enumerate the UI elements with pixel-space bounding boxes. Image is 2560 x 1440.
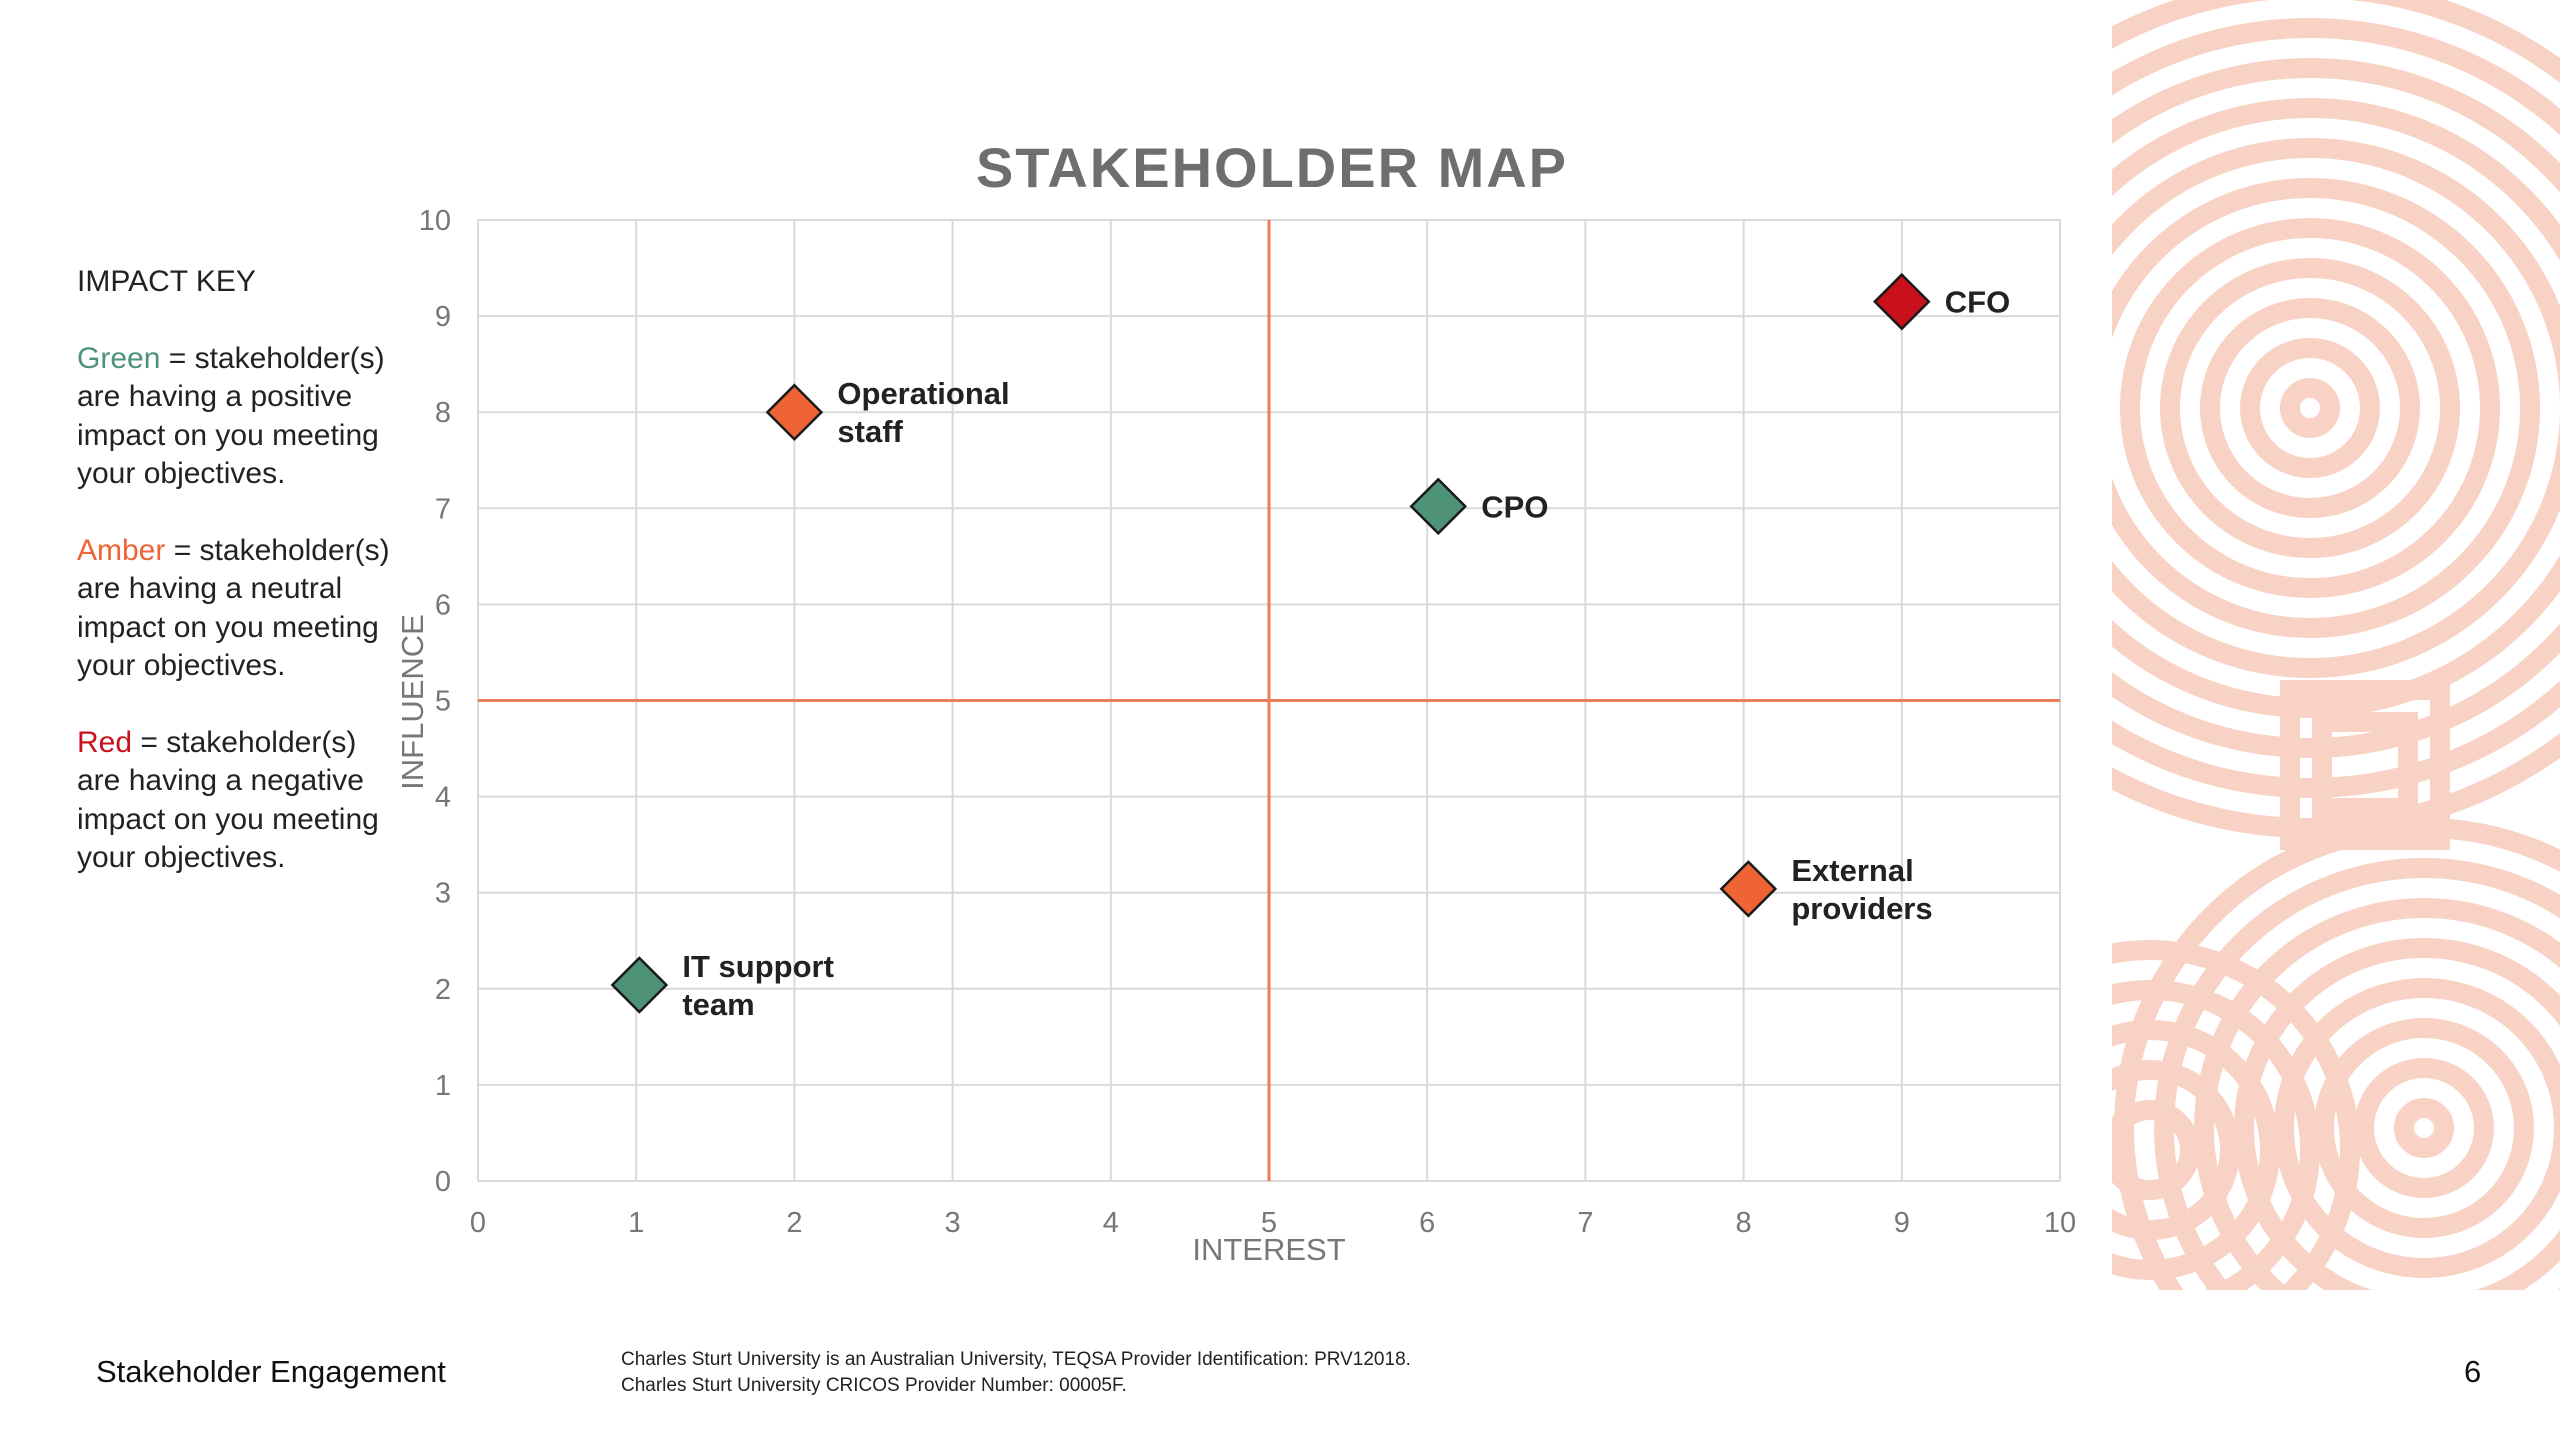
- impact-key-amber: Amber = stakeholder(s) are having a neut…: [77, 532, 407, 686]
- y-axis-label: INFLUENCE: [395, 614, 430, 790]
- x-tick-label: 9: [1894, 1207, 1910, 1239]
- x-tick-label: 10: [2044, 1207, 2076, 1239]
- stakeholder-label-line: providers: [1791, 891, 1932, 926]
- stakeholder-label-line: External: [1791, 853, 1913, 888]
- stakeholder-label-external-providers: External providers: [1791, 853, 1932, 926]
- y-tick-label: 2: [435, 974, 451, 1006]
- stakeholder-marker-external-providers: [1719, 860, 1778, 918]
- x-tick-label: 6: [1419, 1207, 1435, 1239]
- y-tick-label: 7: [435, 493, 451, 525]
- stakeholder-label-line: Operational: [837, 376, 1009, 411]
- stakeholder-marker-it-support-team: [610, 956, 669, 1014]
- y-tick-label: 3: [435, 878, 451, 910]
- impact-key: IMPACT KEY Green = stakeholder(s) are ha…: [77, 263, 407, 916]
- red-description: = stakeholder(s) are having a negative i…: [77, 725, 379, 875]
- x-tick-label: 2: [786, 1207, 802, 1239]
- page-number: 6: [2464, 1354, 2482, 1389]
- chart-title: STAKEHOLDER MAP: [976, 136, 1568, 199]
- stakeholder-label-line: CFO: [1945, 285, 2010, 320]
- amber-description: = stakeholder(s) are having a neutral im…: [77, 533, 390, 683]
- stakeholder-marker-cpo: [1409, 477, 1468, 536]
- footer-title: Stakeholder Engagement: [96, 1354, 446, 1389]
- stakeholder-label-cpo: CPO: [1481, 489, 1548, 524]
- y-tick-label: 8: [435, 397, 451, 429]
- x-tick-label: 1: [628, 1207, 644, 1239]
- green-description: = stakeholder(s) are having a positive i…: [77, 341, 385, 491]
- y-tick-label: 0: [435, 1166, 451, 1198]
- footer-notice-line-1: Charles Sturt University is an Australia…: [621, 1349, 1411, 1370]
- x-tick-label: 5: [1261, 1207, 1277, 1239]
- y-tick-label: 9: [435, 301, 451, 333]
- stakeholder-label-line: CPO: [1481, 489, 1548, 524]
- y-tick-label: 10: [419, 205, 451, 237]
- footer-notice: Charles Sturt University is an Australia…: [621, 1347, 1411, 1399]
- y-tick-label: 1: [435, 1070, 451, 1102]
- axis-tick-labels: 0 1 2 3 4 5 6 7 8 9 10 0 1 2 3 4 5 6 7 8 9 10: [419, 205, 2076, 1239]
- stakeholder-points: Operational staff CFO CPO External providers I…: [610, 272, 2010, 1022]
- x-tick-label: 3: [945, 1207, 961, 1239]
- red-label: Red: [77, 725, 133, 759]
- y-tick-label: 4: [435, 782, 451, 814]
- stakeholder-label-line: staff: [837, 414, 903, 449]
- x-tick-label: 0: [470, 1207, 486, 1239]
- x-tick-label: 4: [1103, 1207, 1119, 1239]
- x-tick-label: 7: [1577, 1207, 1593, 1239]
- stakeholder-label-cfo: CFO: [1945, 285, 2010, 320]
- stakeholder-marker-operational-staff: [765, 383, 824, 441]
- stakeholder-marker-cfo: [1873, 272, 1931, 331]
- quadrant-reference-lines: [478, 220, 2060, 1181]
- stakeholder-label-line: team: [682, 987, 754, 1022]
- x-tick-label: 8: [1736, 1207, 1752, 1239]
- impact-key-red: Red = stakeholder(s) are having a negati…: [77, 724, 407, 878]
- impact-key-green: Green = stakeholder(s) are having a posi…: [77, 340, 407, 494]
- stakeholder-label-operational-staff: Operational staff: [837, 376, 1009, 449]
- impact-key-title: IMPACT KEY: [77, 265, 256, 298]
- amber-label: Amber: [77, 533, 166, 567]
- stakeholder-label-line: IT support: [682, 949, 834, 984]
- stakeholder-label-it-support-team: IT support team: [682, 949, 834, 1022]
- y-tick-label: 6: [435, 589, 451, 621]
- green-label: Green: [77, 341, 161, 375]
- y-tick-label: 5: [435, 686, 451, 718]
- x-axis-label: INTEREST: [1192, 1232, 1345, 1267]
- footer-notice-line-2: Charles Sturt University CRICOS Provider…: [621, 1375, 1127, 1396]
